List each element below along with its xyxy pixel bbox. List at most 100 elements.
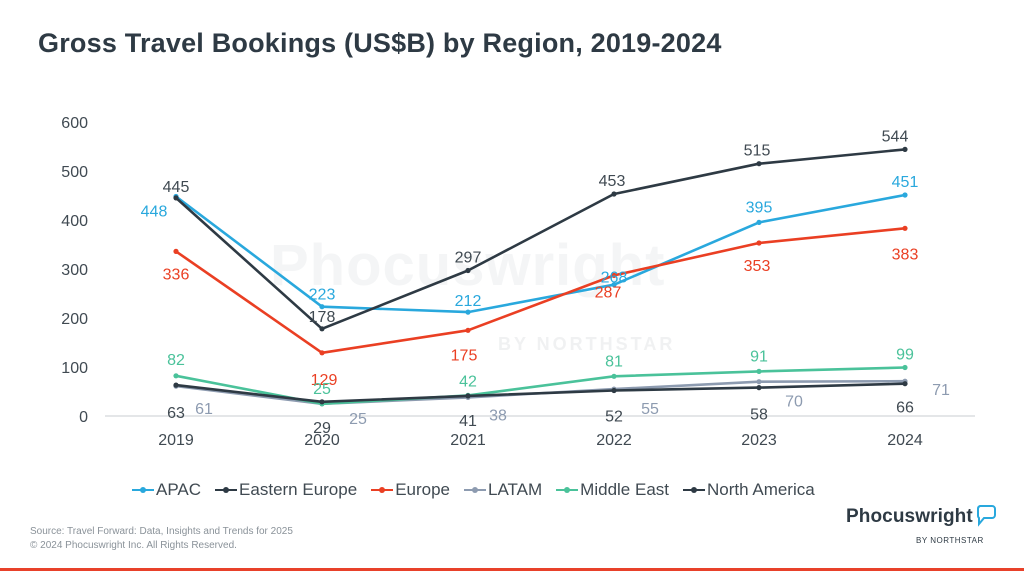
legend-item-middle-east: Middle East bbox=[556, 480, 669, 500]
data-label-apac: 395 bbox=[746, 199, 773, 216]
data-label-middle-east: 81 bbox=[605, 353, 623, 370]
source-note: Source: Travel Forward: Data, Insights a… bbox=[30, 525, 293, 553]
legend-swatch bbox=[683, 484, 705, 496]
data-label-apac: 451 bbox=[892, 174, 919, 191]
data-label-apac: 268 bbox=[601, 270, 628, 287]
data-point-eastern-europe bbox=[173, 195, 179, 201]
legend-swatch bbox=[371, 484, 394, 496]
data-point-apac bbox=[465, 309, 471, 315]
phocuswright-logo: Phocuswright BY NORTHSTAR bbox=[846, 505, 996, 550]
data-label-europe: 353 bbox=[744, 258, 771, 275]
data-label-north-america: 66 bbox=[896, 400, 914, 417]
chart-title: Gross Travel Bookings (US$B) by Region, … bbox=[38, 28, 722, 58]
data-label-europe: 383 bbox=[892, 246, 919, 263]
data-label-north-america: 41 bbox=[459, 413, 477, 430]
data-label-eastern-europe: 544 bbox=[882, 128, 909, 145]
data-label-eastern-europe: 453 bbox=[599, 173, 626, 190]
legend-item-apac: APAC bbox=[132, 480, 201, 500]
data-label-middle-east: 91 bbox=[750, 348, 768, 365]
x-tick-label: 2020 bbox=[304, 432, 340, 449]
data-label-apac: 448 bbox=[141, 203, 168, 220]
data-point-europe bbox=[611, 272, 617, 278]
data-point-middle-east bbox=[611, 373, 617, 379]
y-tick-label: 100 bbox=[61, 360, 88, 377]
data-label-middle-east: 82 bbox=[167, 352, 185, 369]
data-point-apac bbox=[902, 192, 908, 198]
data-point-middle-east bbox=[173, 373, 179, 379]
data-label-latam: 55 bbox=[641, 401, 659, 418]
data-label-europe: 287 bbox=[595, 284, 622, 301]
data-point-eastern-europe bbox=[611, 191, 617, 197]
y-tick-label: 0 bbox=[79, 409, 88, 426]
data-label-apac: 212 bbox=[455, 293, 482, 310]
legend-label: Europe bbox=[395, 480, 451, 499]
x-tick-label: 2023 bbox=[741, 432, 777, 449]
logo-wordmark: Phocuswright bbox=[846, 506, 973, 527]
legend-item-eastern-europe: Eastern Europe bbox=[215, 480, 357, 500]
data-point-middle-east bbox=[902, 364, 908, 371]
data-label-europe: 336 bbox=[163, 266, 190, 283]
legend-label: North America bbox=[707, 480, 815, 499]
data-label-middle-east: 42 bbox=[459, 373, 477, 390]
x-tick-label: 2022 bbox=[596, 432, 632, 449]
data-point-north-america bbox=[465, 393, 471, 399]
data-label-latam: 70 bbox=[785, 394, 803, 411]
series-line-eastern-europe bbox=[175, 148, 906, 331]
data-label-europe: 129 bbox=[311, 372, 338, 389]
source-line: Source: Travel Forward: Data, Insights a… bbox=[30, 526, 293, 537]
bottom-accent-rule bbox=[0, 568, 1024, 571]
legend-swatch bbox=[132, 484, 154, 496]
speech-bubble-icon bbox=[977, 505, 996, 527]
y-tick-label: 200 bbox=[61, 311, 88, 328]
legend-label: Eastern Europe bbox=[239, 480, 358, 499]
data-point-eastern-europe bbox=[465, 267, 471, 274]
chart-legend: APAC Eastern Europe Europe LATAM Middle East… bbox=[132, 480, 821, 500]
data-label-middle-east: 99 bbox=[896, 346, 914, 363]
data-point-europe bbox=[756, 240, 762, 246]
data-label-apac: 223 bbox=[309, 287, 336, 304]
data-point-north-america bbox=[319, 399, 325, 405]
data-point-europe bbox=[465, 327, 471, 333]
data-label-latam: 25 bbox=[349, 411, 367, 428]
x-tick-label: 2019 bbox=[158, 432, 194, 449]
x-tick-label: 2021 bbox=[450, 432, 486, 449]
y-tick-label: 600 bbox=[61, 115, 88, 132]
y-tick-label: 500 bbox=[61, 164, 88, 181]
legend-item-north-america: North America bbox=[683, 480, 815, 500]
data-label-europe: 175 bbox=[451, 347, 478, 364]
legend-swatch bbox=[215, 484, 238, 496]
data-label-latam: 61 bbox=[195, 401, 213, 418]
data-point-eastern-europe bbox=[756, 161, 762, 167]
legend-swatch bbox=[464, 484, 487, 496]
data-label-eastern-europe: 297 bbox=[455, 249, 482, 266]
data-label-north-america: 58 bbox=[750, 407, 768, 424]
y-tick-label: 300 bbox=[61, 262, 88, 279]
data-point-latam bbox=[756, 379, 762, 385]
series-line-apac bbox=[175, 193, 906, 314]
data-point-europe bbox=[319, 350, 325, 356]
series-line-europe bbox=[175, 227, 906, 355]
data-label-latam: 38 bbox=[489, 407, 507, 424]
data-point-north-america bbox=[902, 381, 908, 387]
data-label-latam: 71 bbox=[932, 382, 950, 399]
data-point-europe bbox=[173, 248, 179, 254]
legend-swatch bbox=[556, 484, 579, 496]
data-point-north-america bbox=[611, 387, 617, 394]
data-point-eastern-europe bbox=[902, 146, 908, 152]
data-point-middle-east bbox=[756, 368, 762, 374]
x-tick-label: 2024 bbox=[887, 432, 923, 449]
data-label-eastern-europe: 515 bbox=[744, 143, 771, 160]
y-tick-label: 400 bbox=[61, 213, 88, 230]
line-chart: 0 100 200 300 400 500 600 2019 2020 2021 2022 2023 2… bbox=[61, 115, 975, 449]
data-point-apac bbox=[756, 219, 762, 225]
data-label-eastern-europe: 178 bbox=[309, 309, 336, 326]
data-point-apac bbox=[319, 304, 325, 310]
legend-item-latam: LATAM bbox=[464, 480, 542, 500]
data-label-north-america: 29 bbox=[313, 420, 331, 437]
logo-subtext: BY NORTHSTAR bbox=[916, 536, 984, 545]
data-label-eastern-europe: 445 bbox=[163, 179, 190, 196]
data-label-north-america: 63 bbox=[167, 405, 185, 422]
watermark-subtext: BY NORTHSTAR bbox=[498, 334, 676, 354]
data-point-apac bbox=[611, 282, 617, 288]
legend-label: LATAM bbox=[488, 480, 543, 499]
